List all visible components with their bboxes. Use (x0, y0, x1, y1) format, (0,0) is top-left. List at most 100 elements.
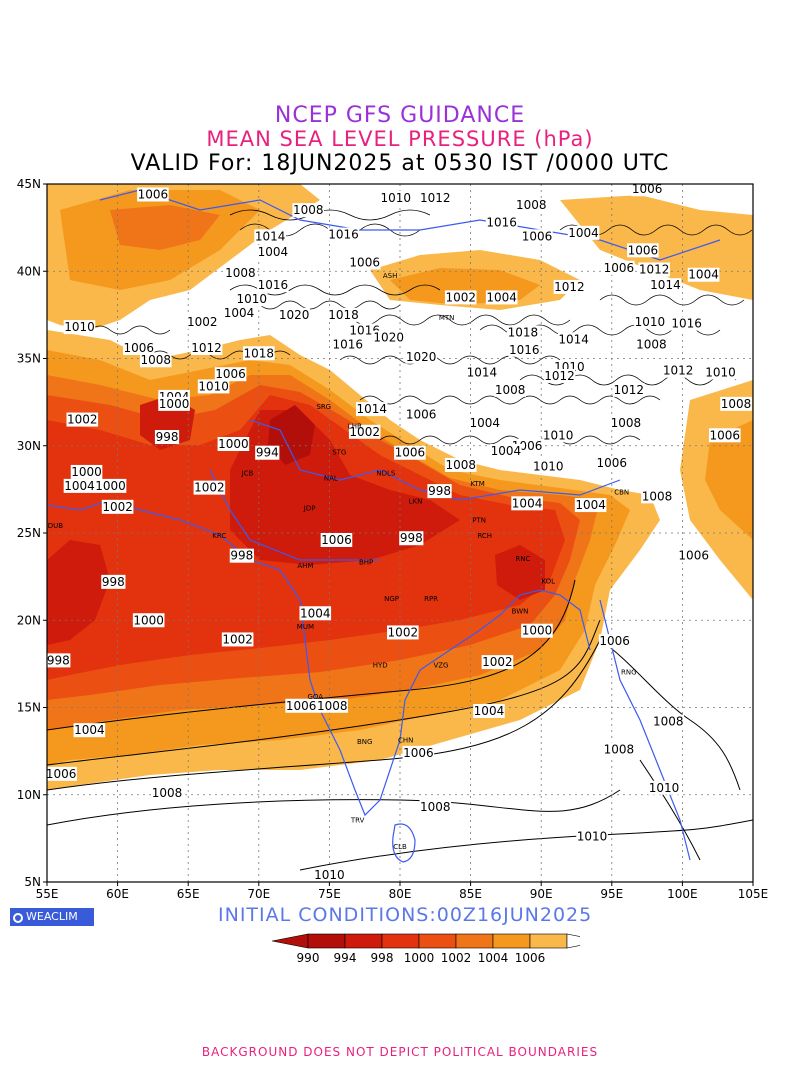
contour-label: 1010 (705, 365, 736, 379)
contour-label: 1002 (349, 425, 380, 439)
contour-label: 1014 (467, 365, 498, 379)
isobar-1006 (47, 639, 601, 791)
contour-label-bg (405, 407, 437, 422)
contour-label: 1006 (599, 634, 630, 648)
legend-level-label: 1006 (515, 951, 546, 965)
contour-label-bg (596, 456, 628, 471)
contour-label-bg (379, 190, 412, 205)
contour-label-bg (494, 382, 526, 397)
city-code: NGP (384, 595, 399, 603)
contour-label-bg (348, 255, 381, 270)
contour-label-bg (235, 292, 268, 307)
contour-label-bg (473, 703, 505, 718)
contour-label-bg (631, 184, 663, 197)
contour-label-bg (292, 203, 325, 218)
legend-boxes (271, 933, 580, 949)
legend-box (344, 933, 383, 949)
contour-label: 1006 (395, 446, 426, 460)
contour-label-bg (521, 229, 553, 244)
mountain-contour (339, 355, 561, 365)
city-code: AHM (297, 562, 313, 570)
contour-label-bg (603, 260, 635, 275)
city-code: DUB (48, 522, 64, 530)
contour-label-bg (139, 353, 172, 368)
contour-label-bg (327, 307, 360, 322)
lon-tick-label: 60E (106, 887, 129, 901)
contour-label-bg (137, 187, 169, 202)
contour-label-bg (47, 653, 71, 668)
contour-label-bg (635, 337, 668, 352)
contour-label: 1010 (543, 428, 574, 442)
contour-label: 1002 (194, 481, 225, 495)
contour-label: 1006 (321, 533, 352, 547)
contour-label: 1008 (516, 198, 547, 212)
initial-conditions: INITIAL CONDITIONS:00Z16JUN2025 (218, 904, 593, 926)
contour-label-bg (101, 574, 126, 589)
contour-label: 1018 (244, 346, 275, 360)
contour-label-bg (553, 279, 586, 294)
lat-tick-label: 15N (17, 701, 41, 715)
contour-label: 1002 (67, 413, 98, 427)
contour-label-bg (574, 498, 607, 513)
contour-label-bg (634, 314, 666, 329)
contour-label-bg (419, 799, 452, 814)
contour-label: 1000 (159, 397, 190, 411)
contour-label: 1008 (495, 383, 526, 397)
axis-ticks: 55E 60E 65E 70E 75E 80E 85E 90E 95E 100E 105E 45N 40… (17, 177, 769, 901)
contour-label-bg (662, 363, 694, 378)
band-994-west (47, 540, 110, 645)
contour-label: 998 (156, 430, 179, 444)
city-code: CBN (614, 489, 629, 497)
city-code: HYD (373, 661, 388, 669)
city-code: MTN (439, 314, 455, 322)
band-1002-nw (110, 205, 220, 250)
contour-label: 1010 (314, 868, 345, 882)
contour-label: 1006 (678, 549, 709, 563)
contour-label-bg (255, 445, 280, 460)
lat-tick-label: 20N (17, 613, 41, 627)
city-code: STG (332, 448, 346, 456)
contour-label: 1012 (663, 364, 694, 378)
contour-label: 1004 (474, 704, 505, 718)
title-line-3: VALID For: 18JUN2025 at 0530 IST /0000 U… (130, 151, 670, 176)
title-line-2: MEAN SEA LEVEL PRESSURE (hPa) (206, 127, 594, 151)
isobar-1010 (299, 819, 753, 871)
contour-label-bg (316, 698, 349, 713)
legend-labels: 990 994 998 1000 1002 1004 1006 (297, 951, 546, 965)
contour-label-bg (257, 245, 289, 260)
contour-label: 1010 (380, 191, 411, 205)
title-line-1: NCEP GFS GUIDANCE (274, 103, 526, 128)
contour-label-bg (63, 320, 96, 335)
contour-label-bg (405, 349, 437, 364)
contour-label-bg (402, 745, 435, 760)
city-code: CLB (393, 843, 407, 851)
contour-label: 1012 (544, 369, 575, 383)
contour-label-bg (47, 766, 77, 781)
contour-label: 1002 (187, 315, 218, 329)
contour-label-bg (598, 634, 631, 649)
contour-label: 1008 (721, 397, 752, 411)
contour-label: 1008 (140, 353, 171, 367)
city-code: GOA (307, 693, 323, 701)
contour-label: 1010 (635, 315, 666, 329)
city-codes: SRG LHR STG NAL NDLS JCB LKN PTN JDP KRC RCH AHM BHP… (48, 272, 637, 851)
contour-label: 1004 (74, 723, 105, 737)
contour-label: 1006 (522, 229, 553, 243)
band-994-east (495, 545, 545, 600)
contour-label: 1010 (236, 292, 267, 306)
contour-label: 1020 (279, 308, 310, 322)
contour-label-bg (444, 290, 477, 305)
legend-level-label: 1000 (404, 951, 435, 965)
contour-label-bg (419, 190, 452, 205)
legend-box (455, 933, 494, 949)
lat-tick-label: 30N (17, 439, 41, 453)
contour-label-bg (677, 548, 710, 563)
legend-level-label: 1004 (478, 951, 509, 965)
lat-tick-label: 10N (17, 788, 41, 802)
lat-tick-label: 45N (17, 177, 41, 191)
contour-label-bg (348, 424, 381, 439)
contour-label-bg (221, 632, 254, 647)
contour-label-bg (158, 396, 190, 411)
footer-disclaimer: BACKGROUND DOES NOT DEPICT POLITICAL BOU… (201, 1045, 599, 1059)
